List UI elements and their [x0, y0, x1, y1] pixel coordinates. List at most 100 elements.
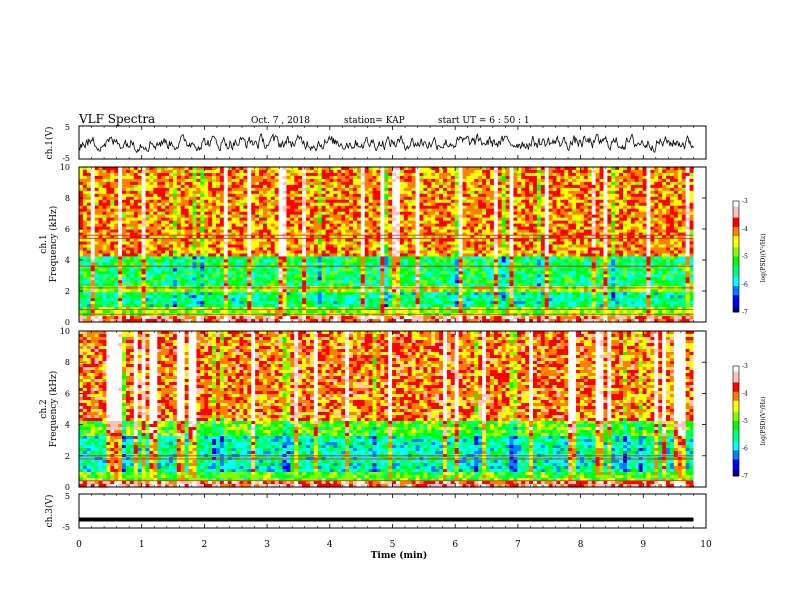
spectrogram-cell	[188, 211, 194, 216]
spectrogram-cell	[125, 196, 131, 201]
spectrogram-cell	[227, 167, 233, 171]
spectrogram-cell	[474, 196, 479, 201]
spectrogram-cell	[454, 187, 460, 192]
spectrogram-cell	[458, 196, 464, 201]
spectrogram-cell	[486, 172, 491, 177]
spectrogram-cell	[333, 184, 338, 189]
spectrogram-cell	[137, 181, 143, 186]
spectrogram-cell	[208, 167, 213, 171]
spectrogram-cell	[572, 208, 577, 213]
spectrogram-cell	[568, 172, 573, 177]
spectrogram-cell	[642, 205, 648, 210]
spectrogram-cell	[638, 190, 644, 195]
spectrogram-cell	[556, 190, 561, 195]
spectrogram-cell	[247, 202, 252, 207]
spectrogram-cell	[380, 178, 385, 183]
spectrogram-cell	[227, 178, 233, 183]
spectrogram-cell	[196, 214, 201, 219]
spectrogram-cell	[321, 205, 327, 210]
spectrogram-cell	[466, 184, 471, 189]
spectrogram-cell	[384, 187, 389, 192]
spectrogram-cell	[650, 196, 655, 201]
spectrogram-cell	[204, 211, 209, 216]
spectrogram-cell	[290, 175, 295, 180]
spectrogram-cell	[533, 169, 538, 174]
spectrogram-cell	[325, 199, 331, 204]
spectrogram-cell	[352, 169, 358, 174]
spectrogram-cell	[482, 196, 487, 201]
spectrogram-cell	[450, 167, 456, 171]
spectrogram-cell	[235, 199, 241, 204]
spectrogram-cell	[309, 178, 315, 183]
spectrogram-cell	[509, 184, 515, 189]
spectrogram-cell	[544, 172, 550, 177]
spectrogram-cell	[466, 208, 471, 213]
spectrogram-cell	[278, 190, 284, 195]
spectrogram-cell	[157, 181, 162, 186]
spectrogram-cell	[161, 217, 166, 222]
spectrogram-cell	[623, 167, 628, 171]
spectrogram-cell	[227, 187, 233, 192]
spectrogram-cell	[298, 205, 303, 210]
spectrogram-cell	[180, 193, 186, 198]
spectrogram-cell	[212, 214, 217, 219]
spectrogram-cell	[517, 199, 522, 204]
spectrogram-cell	[302, 190, 307, 195]
spectrogram-cell	[450, 187, 456, 192]
spectrogram-cell	[145, 190, 151, 195]
spectrogram-cell	[396, 214, 401, 219]
spectrogram-cell	[165, 205, 170, 210]
spectrogram-cell	[364, 205, 370, 210]
spectrogram-cell	[587, 184, 593, 189]
spectrogram-cell	[493, 190, 499, 195]
spectrogram-cell	[255, 214, 260, 219]
spectrogram-cell	[689, 211, 695, 216]
spectrogram-cell	[439, 199, 444, 204]
spectrogram-cell	[533, 187, 538, 192]
spectrogram-cell	[309, 169, 315, 174]
spectrogram-cell	[658, 217, 663, 222]
spectrogram-cell	[188, 175, 194, 180]
spectrogram-cell	[98, 187, 104, 192]
spectrogram-cell	[579, 199, 585, 204]
spectrogram-cell	[219, 220, 225, 225]
spectrogram-cell	[172, 205, 178, 210]
spectrogram-cell	[603, 202, 608, 207]
spectrogram-cell	[513, 178, 518, 183]
spectrogram-cell	[384, 208, 389, 213]
spectrogram-cell	[110, 217, 115, 222]
spectrogram-cell	[219, 217, 225, 222]
spectrogram-cell	[474, 205, 479, 210]
spectrogram-cell	[482, 178, 487, 183]
spectrogram-cell	[94, 169, 100, 174]
spectrogram-cell	[392, 196, 397, 201]
spectrogram-cell	[587, 217, 593, 222]
spectrogram-cell	[583, 190, 589, 195]
spectrogram-cell	[282, 184, 288, 189]
spectrogram-cell	[435, 217, 440, 222]
spectrogram-cell	[638, 172, 644, 177]
spectrogram-cell	[493, 181, 499, 186]
spectrogram-cell	[306, 217, 311, 222]
spectrogram-cell	[145, 217, 151, 222]
spectrogram-cell	[419, 175, 425, 180]
spectrogram-cell	[669, 184, 675, 189]
spectrogram-cell	[548, 167, 554, 171]
spectrogram-cell	[184, 214, 190, 219]
spectrogram-cell	[623, 205, 628, 210]
spectrogram-cell	[172, 202, 178, 207]
spectrogram-cell	[458, 211, 464, 216]
spectrogram-cell	[309, 214, 315, 219]
spectrogram-cell	[544, 175, 550, 180]
spectrogram-cell	[266, 205, 272, 210]
spectrogram-cell	[556, 211, 561, 216]
spectrogram-cell	[666, 172, 671, 177]
spectrogram-cell	[521, 172, 526, 177]
spectrogram-cell	[141, 217, 147, 222]
spectrogram-cell	[106, 220, 111, 225]
spectrogram-cell	[595, 190, 601, 195]
spectrogram-cell	[474, 199, 479, 204]
spectrogram-cell	[360, 181, 366, 186]
spectrogram-cell	[251, 214, 256, 219]
spectrogram-cell	[407, 181, 413, 186]
